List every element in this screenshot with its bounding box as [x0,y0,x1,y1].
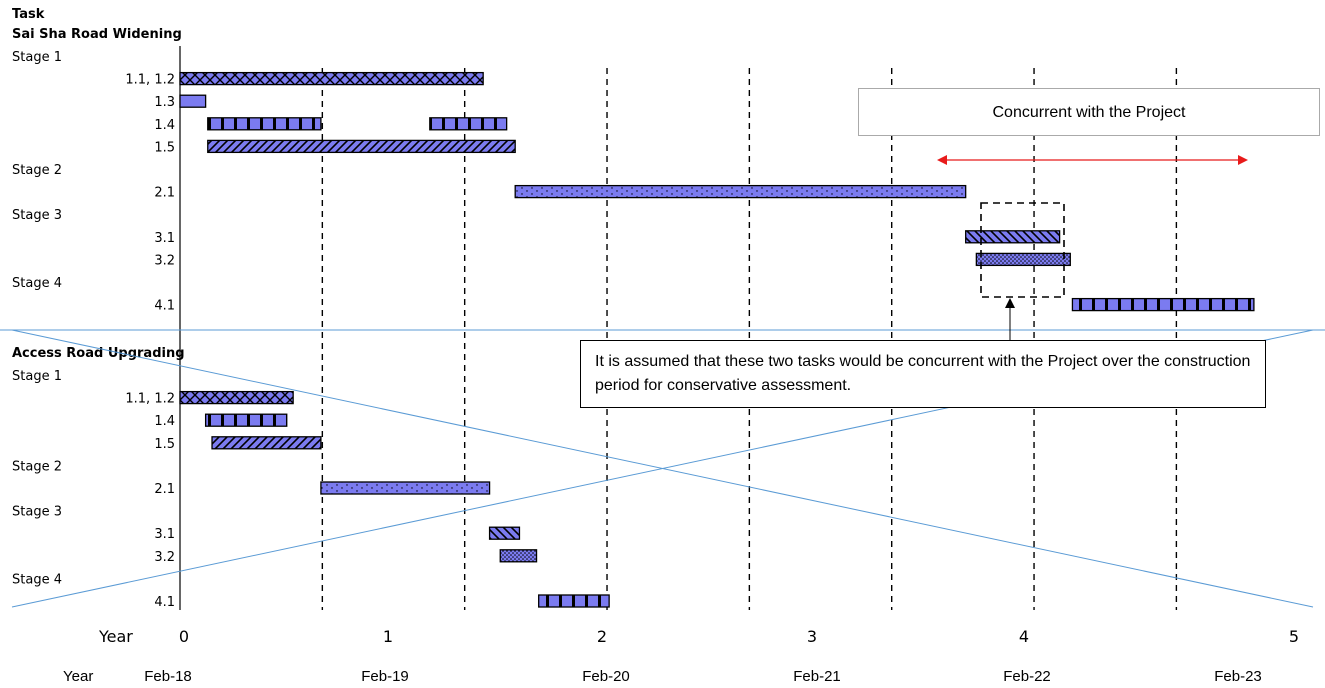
stage-heading: Stage 4 [12,276,62,291]
stage-heading: Stage 2 [12,459,62,474]
section-title-sai-sha: Sai Sha Road Widening [12,27,182,42]
task-label: 4.1 [154,595,175,610]
x-tick-label: 5 [1289,627,1299,646]
x-axis-label: Year [98,627,133,646]
calendar-tick-label: Feb-20 [582,668,630,685]
task-bar [499,549,538,563]
task-label: 2.1 [154,186,175,201]
highlight-box [980,202,1065,298]
task-bar [514,184,967,199]
task-label: 1.3 [154,95,175,110]
task-bar [179,94,207,108]
task-bar [207,117,322,131]
task-label: 1.4 [154,118,175,133]
concurrent-label: Concurrent with the Project [992,104,1186,121]
stage-heading: Stage 1 [12,369,62,384]
calendar-tick-label: Feb-21 [793,668,841,685]
task-bar [179,390,294,405]
task-bar [965,230,1061,244]
task-label: 1.5 [154,437,175,452]
task-label: 1.4 [154,414,175,429]
calendar-tick-label: Feb-19 [361,668,409,685]
x-tick-label: 2 [597,627,607,646]
task-bar [320,481,491,495]
x-tick-label: 3 [807,627,817,646]
stage-heading: Stage 3 [12,505,62,520]
task-label: 1.5 [154,140,175,155]
calendar-tick-label: Feb-18 [144,668,192,685]
stage-heading: Stage 1 [12,50,62,65]
assumption-note: It is assumed that these two tasks would… [595,353,1251,394]
task-bar [207,139,516,154]
calendar-tick-label: Feb-22 [1003,668,1051,685]
task-label: 3.2 [154,550,175,565]
calendar-axis-label: Year [63,668,93,685]
task-label: 2.1 [154,482,175,497]
x-tick-label: 4 [1019,627,1029,646]
callout-pointer-head [1005,298,1015,308]
concurrent-label-box: Concurrent with the Project [858,88,1320,136]
task-label: 1.1, 1.2 [125,392,175,407]
stage-heading: Stage 4 [12,572,62,587]
axis-ticks: 0 1 2 3 4 5 Feb-18 Feb-19 Feb-20 Feb-21 Feb-22 Feb-… [144,627,1299,685]
task-bar [429,117,508,131]
task-bar [488,526,521,540]
stage-heading: Stage 2 [12,163,62,178]
assumption-note-box: It is assumed that these two tasks would… [580,340,1266,408]
concurrent-arrow-left-head [937,155,947,165]
task-bar [211,436,322,450]
year-gridlines [321,68,1178,610]
x-tick-label: 0 [179,627,189,646]
gantt-bars [179,71,1255,608]
task-label: 3.1 [154,527,175,542]
task-bar [1071,297,1255,312]
x-tick-label: 1 [383,627,393,646]
task-bar [179,71,484,86]
task-label: 3.1 [154,231,175,246]
calendar-tick-label: Feb-23 [1214,668,1262,685]
stage-heading: Stage 3 [12,208,62,223]
task-bar [975,252,1071,267]
task-labels: Stage 1 1.1, 1.2 1.3 1.4 1.5 Stage 2 2.1 Stage … [12,50,175,610]
task-label: 1.1, 1.2 [125,73,175,88]
task-bar [204,413,288,427]
task-label: 3.2 [154,253,175,268]
chart-title: Task [12,7,45,22]
task-label: 4.1 [154,299,175,314]
concurrent-arrow-right-head [1238,155,1248,165]
task-bar [538,594,610,608]
